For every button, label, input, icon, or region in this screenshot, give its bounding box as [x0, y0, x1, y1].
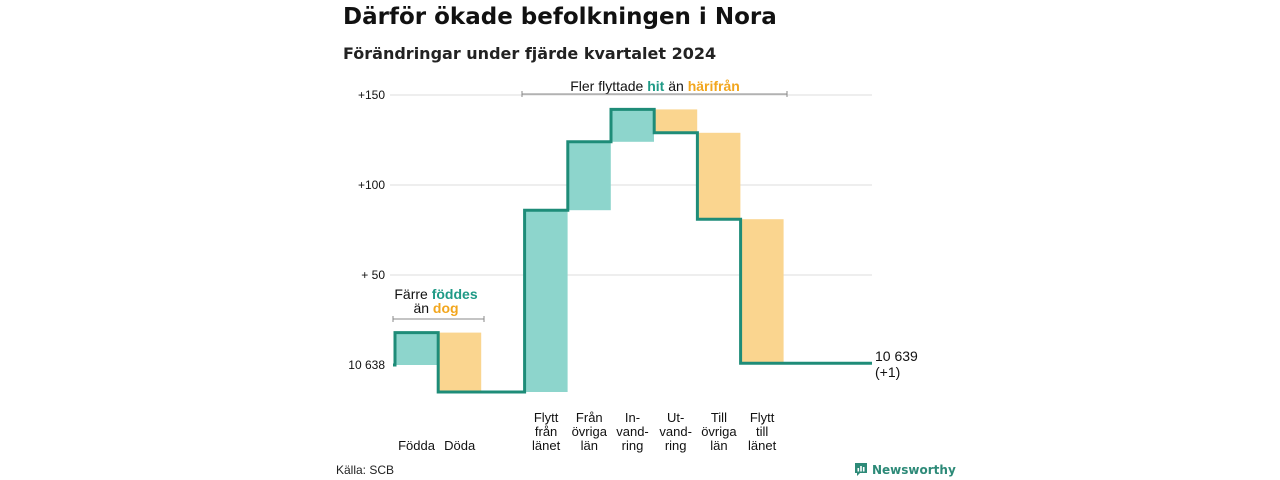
- end-change: (+1): [875, 364, 900, 380]
- migration-annotation-text: Fler flyttade hit än härifrån: [570, 78, 740, 94]
- y-tick-label: +100: [358, 178, 385, 192]
- y-tick-label: 10 638: [348, 358, 385, 372]
- newsworthy-logo-icon: [855, 463, 867, 476]
- x-tick-label: Födda: [398, 438, 436, 453]
- bar: [524, 210, 568, 392]
- bar: [611, 109, 654, 142]
- migration-annotation: Fler flyttade hit än härifrån: [521, 78, 788, 97]
- grid-lines: [390, 94, 872, 276]
- y-axis: 10 638 + 50 +100 +150: [348, 88, 385, 372]
- end-label: 10 639 (+1): [875, 348, 918, 380]
- bar: [697, 132, 741, 220]
- x-axis: Födda Döda Flytt från länet Från övriga länIn-v…: [398, 410, 777, 453]
- bar: [438, 332, 482, 392]
- y-tick-label: +150: [358, 88, 385, 102]
- x-tick-label: Från övriga län: [572, 410, 608, 453]
- page-title: Därför ökade befolkningen i Nora: [343, 4, 777, 30]
- bars: [395, 109, 784, 392]
- x-tick-label: Döda: [444, 438, 476, 453]
- births-deaths-annotation: Färre föddes än dog: [392, 286, 485, 322]
- bar: [740, 219, 784, 364]
- bar: [654, 109, 698, 133]
- x-tick-label: In-vand-ring: [616, 410, 649, 453]
- brand-logo: Newsworthy: [854, 462, 956, 477]
- x-tick-label: Flytt från länet: [532, 410, 561, 453]
- x-tick-label: Till övriga län: [701, 410, 737, 453]
- end-value: 10 639: [875, 348, 918, 364]
- x-tick-label: Ut-vand-ring: [659, 410, 692, 453]
- annotation-line-1: Färre föddes: [394, 286, 477, 302]
- brand-name: Newsworthy: [872, 462, 956, 477]
- bar: [395, 332, 438, 365]
- bar: [567, 141, 611, 211]
- annotation-line-2: än dog: [413, 300, 458, 316]
- x-tick-label: Flytt till länet: [748, 410, 777, 453]
- source-note: Källa: SCB: [336, 463, 395, 477]
- step-line: [393, 107, 872, 394]
- step-line-path: [393, 107, 872, 394]
- y-tick-label: + 50: [361, 268, 385, 282]
- page-subtitle: Förändringar under fjärde kvartalet 2024: [343, 44, 717, 63]
